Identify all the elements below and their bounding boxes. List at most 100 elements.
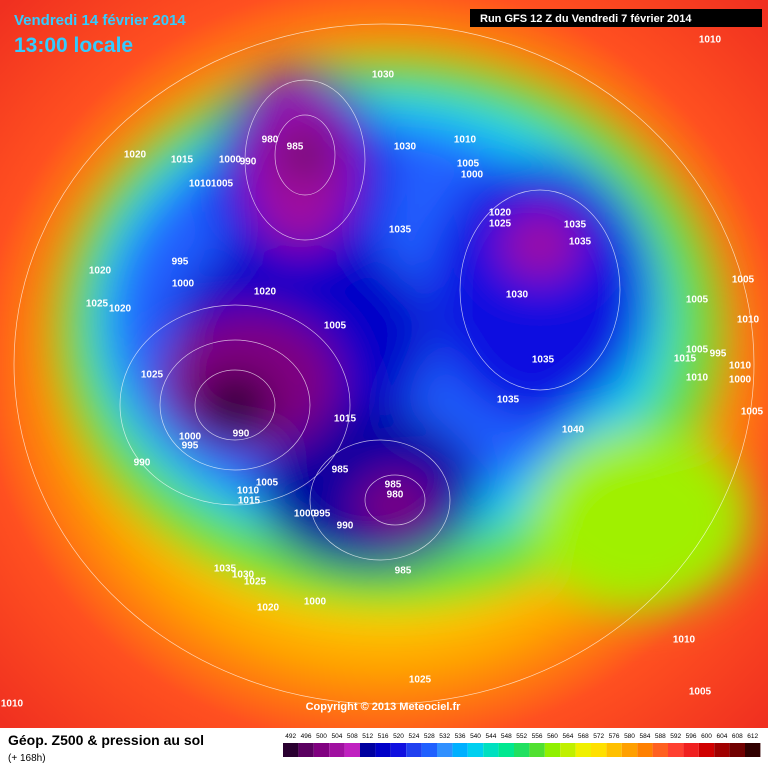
pressure-label: 1000	[179, 432, 202, 443]
scale-label: 560	[547, 733, 558, 740]
scale-swatch	[529, 743, 545, 757]
pressure-label: 1020	[89, 266, 112, 277]
pressure-label: 1035	[569, 237, 592, 248]
scale-swatch	[313, 743, 330, 757]
scale-swatch	[283, 743, 299, 757]
pressure-label: 1005	[256, 478, 279, 489]
scale-label: 524	[408, 733, 419, 740]
pressure-label: 995	[172, 257, 189, 268]
scale-swatch	[514, 743, 530, 757]
pressure-label: 1005	[741, 407, 764, 418]
scale-label: 608	[732, 733, 743, 740]
pressure-label: 1015	[674, 354, 697, 365]
pressure-label: 1015	[171, 155, 194, 166]
scale-label: 532	[439, 733, 450, 740]
scale-label: 528	[424, 733, 435, 740]
scale-swatch	[698, 743, 715, 757]
geopotential-field	[60, 60, 750, 610]
scale-swatch	[714, 743, 730, 757]
color-scale: 492 496 500 504 508 512 516 520 524 528 532 536 540 5…	[283, 733, 761, 757]
pressure-label: 995	[314, 509, 331, 520]
scale-label: 596	[686, 733, 697, 740]
pressure-label: 1030	[372, 70, 395, 81]
pressure-label: 980	[387, 490, 404, 501]
scale-label: 516	[378, 733, 389, 740]
scale-swatch	[452, 743, 468, 757]
scale-swatch	[560, 743, 576, 757]
pressure-label: 985	[395, 566, 412, 577]
pressure-label: 1025	[86, 299, 109, 310]
pressure-label: 1030	[232, 570, 255, 581]
scale-swatch	[360, 743, 376, 757]
pressure-label: 1010	[737, 315, 760, 326]
scale-swatch	[406, 743, 422, 757]
scale-label: 580	[624, 733, 635, 740]
scale-swatch	[437, 743, 453, 757]
scale-label: 572	[593, 733, 604, 740]
pressure-label: 1000	[172, 279, 195, 290]
scale-swatch	[375, 743, 391, 757]
pressure-label: 1030	[394, 142, 417, 153]
scale-label: 500	[316, 733, 327, 740]
scale-label: 556	[532, 733, 543, 740]
footer-title: Géop. Z500 & pression au sol	[8, 732, 204, 748]
pressure-label: 1030	[506, 290, 529, 301]
scale-label: 592	[670, 733, 681, 740]
footer-lead: (+ 168h)	[8, 753, 46, 764]
scale-label: 600	[701, 733, 712, 740]
pressure-label: 1025	[409, 675, 432, 686]
copyright: Copyright © 2013 Meteociel.fr	[306, 701, 462, 713]
scale-label: 504	[331, 733, 342, 740]
pressure-label: 1010	[673, 635, 696, 646]
pressure-label: 1000	[461, 170, 484, 181]
scale-swatch	[683, 743, 699, 757]
pressure-label: 1005	[457, 159, 480, 170]
scale-label: 548	[501, 733, 512, 740]
pressure-label: 1010	[699, 35, 722, 46]
scale-label: 520	[393, 733, 404, 740]
scale-swatch	[498, 743, 514, 757]
run-info: Run GFS 12 Z du Vendredi 7 février 2014	[480, 13, 692, 25]
isobars	[13, 23, 755, 705]
pressure-label: 995	[182, 441, 199, 452]
scale-swatch	[390, 743, 407, 757]
scale-label: 564	[562, 733, 573, 740]
pressure-labels: 1030 1010 980 985 1020 1015 1000 990 1010 1005 103…	[1, 35, 764, 710]
scale-swatch	[467, 743, 484, 757]
pressure-label: 1035	[214, 564, 237, 575]
scale-swatch	[591, 743, 607, 757]
scale-swatch	[329, 743, 345, 757]
pressure-label: 1020	[254, 287, 277, 298]
pressure-label: 1035	[389, 225, 412, 236]
run-box	[470, 9, 762, 27]
scale-swatch	[575, 743, 591, 757]
pressure-label: 1010	[189, 179, 212, 190]
scale-swatch	[483, 743, 499, 757]
pressure-label: 1005	[686, 295, 709, 306]
pressure-label: 1035	[564, 220, 587, 231]
pressure-label: 1025	[244, 577, 267, 588]
date: Vendredi 14 février 2014	[14, 12, 186, 29]
pressure-label: 1035	[497, 395, 520, 406]
pressure-label: 1005	[689, 687, 712, 698]
scale-label: 536	[455, 733, 466, 740]
scale-label: 492	[285, 733, 296, 740]
scale-label: 496	[301, 733, 312, 740]
scale-swatch	[652, 743, 668, 757]
time: 13:00 locale	[14, 34, 133, 57]
scale-swatch	[729, 743, 745, 757]
scale-swatch	[637, 743, 653, 757]
scale-label: 544	[485, 733, 496, 740]
pressure-label: 1020	[124, 150, 147, 161]
pressure-label: 1000	[729, 375, 752, 386]
pressure-label: 990	[134, 458, 151, 469]
scale-label: 588	[655, 733, 666, 740]
pressure-label: 1020	[109, 304, 132, 315]
scale-label: 568	[578, 733, 589, 740]
pressure-label: 990	[233, 429, 250, 440]
scale-swatch	[668, 743, 684, 757]
pressure-label: 1040	[562, 425, 585, 436]
scale-swatch	[544, 743, 561, 757]
pressure-label: 990	[240, 157, 257, 168]
